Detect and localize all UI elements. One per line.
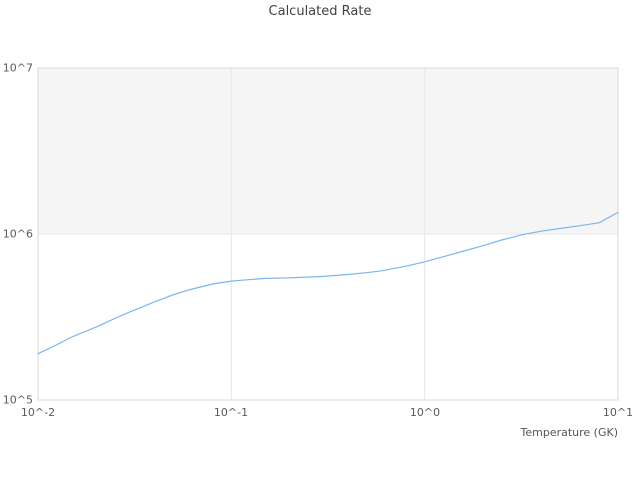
- x-tick-label: 10^-1: [213, 406, 249, 419]
- y-tick-label: 10^5: [2, 393, 33, 407]
- plot-band: [38, 68, 618, 234]
- plot-border: [37, 67, 619, 401]
- series-line: [37, 211, 619, 355]
- chart-title: Calculated Rate: [268, 4, 372, 19]
- x-tick-label: 10^-2: [20, 406, 56, 419]
- x-tick-label: 10^0: [409, 406, 441, 419]
- x-axis-label: Temperature (GK): [520, 426, 619, 439]
- y-tick-label: 10^7: [2, 61, 33, 75]
- x-tick-label: 10^1: [602, 406, 634, 419]
- y-tick-label: 10^6: [2, 227, 33, 241]
